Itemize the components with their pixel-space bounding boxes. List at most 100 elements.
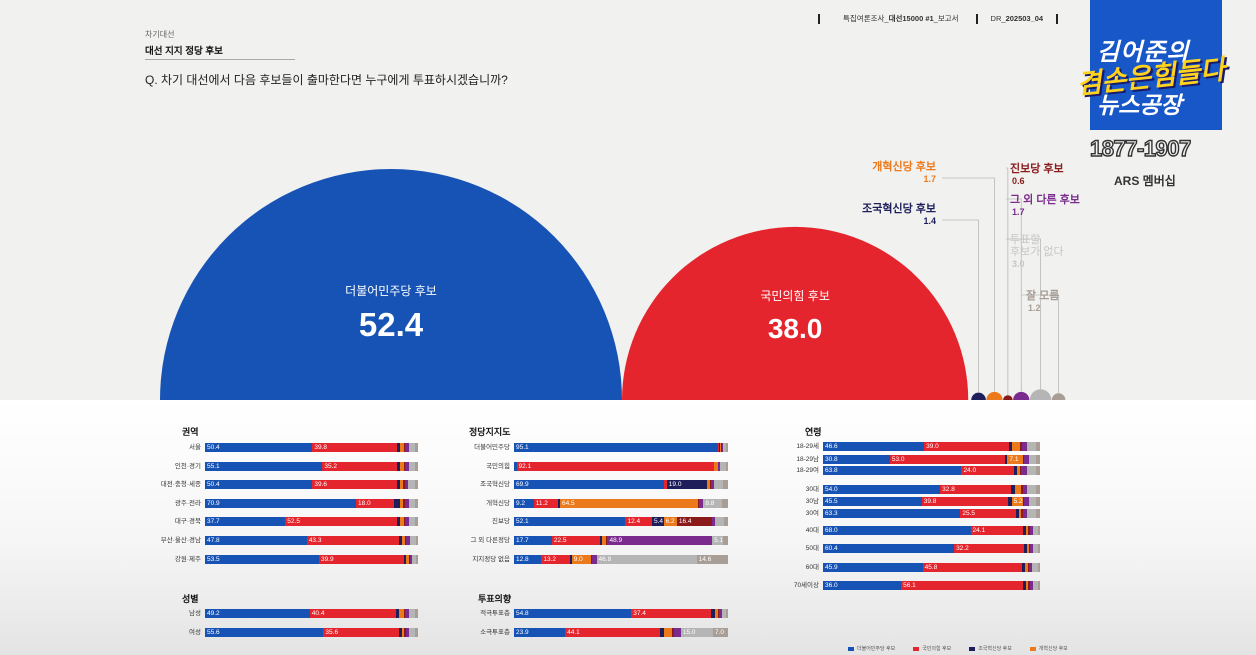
bar-segment (726, 443, 728, 452)
bar-value-label: 68.0 (825, 527, 838, 534)
bar-segment: 69.9 (514, 480, 664, 490)
bar-segment: 44.1 (565, 628, 660, 637)
bar-segment (400, 443, 404, 452)
divider (818, 13, 820, 24)
bar-segment (1011, 485, 1015, 494)
stacked-bar: 63.8 24.0 (823, 466, 1040, 475)
bar-segment (592, 554, 597, 564)
bar-segment (401, 628, 405, 637)
stacked-bar: 12.8 13.2 9.0 46.8 14.6 (514, 554, 728, 564)
bar-segment (1037, 526, 1040, 535)
bar-segment: 55.1 (205, 461, 323, 471)
bar-segment (1029, 497, 1036, 506)
bar-row: 적극투표층 54.8 37.4 (480, 609, 728, 618)
bar-value-label: 52.5 (287, 518, 300, 526)
bar-segment (1035, 485, 1040, 494)
bar-segment: 53.5 (205, 554, 319, 564)
bar-row: 여성 55.6 35.6 (189, 628, 418, 637)
row-label: 국민의힘 (486, 462, 510, 470)
bar-value-label: 45.8 (924, 564, 938, 571)
bar-segment (399, 536, 402, 545)
bar-segment: 39.6 (312, 480, 397, 490)
bar-segment (405, 536, 407, 545)
bar-segment (1021, 563, 1025, 572)
bar-segment: 50.4 (205, 443, 313, 452)
section-title: 투표의향 (478, 594, 512, 604)
bar-segment (514, 461, 517, 471)
bar-value-label: 45.5 (825, 498, 838, 505)
bar-segment (405, 461, 409, 471)
bar-value-label: 24.0 (963, 467, 977, 474)
stacked-bar: 50.4 39.6 (205, 480, 418, 490)
bar-segment (1030, 544, 1034, 553)
bar-segment (1026, 509, 1036, 518)
bar-segment: 14.6 (696, 554, 728, 564)
bar-segment (719, 609, 723, 618)
row-label: 소극투표층 (480, 629, 510, 636)
bar-segment (714, 461, 718, 471)
leader-line (942, 219, 979, 393)
bar-segment: 49.2 (205, 609, 310, 618)
bar-value-label: 70.9 (207, 499, 220, 507)
bar-segment (1032, 581, 1038, 590)
bar-segment: 30.8 (823, 455, 890, 464)
bar-segment (1037, 544, 1040, 553)
bar-value-label: 48.9 (609, 537, 623, 544)
bar-value-label: 55.1 (207, 462, 220, 470)
bar-segment (1013, 466, 1017, 475)
stacked-bar: 53.5 39.9 (205, 554, 418, 564)
bar-segment: 11.2 (533, 498, 558, 508)
bar-segment (672, 628, 675, 637)
row-label: 여성 (189, 629, 201, 636)
bar-segment (415, 628, 418, 637)
bubble-value: 1.4 (923, 216, 936, 226)
bar-segment (1011, 442, 1021, 451)
bubble-1 (160, 169, 622, 400)
bar-segment: 17.7 (514, 536, 552, 545)
bar-value-label: 12.8 (516, 555, 529, 563)
bubble-value: 0.6 (1012, 176, 1025, 186)
row-label: 부산·울산·경남 (160, 537, 201, 544)
bar-segment: 40.4 (309, 609, 396, 618)
bar-segment: 9.0 (571, 554, 591, 564)
bar-segment: 39.8 (312, 443, 398, 452)
legend-swatch (1029, 646, 1036, 651)
bar-row: 50대 60.4 32.2 (806, 544, 1040, 553)
bar-segment (717, 443, 720, 452)
bar-value-label: 12.4 (627, 518, 641, 526)
bar-segment: 35.2 (322, 461, 398, 471)
bar-value-label: 7.1 (1009, 456, 1019, 463)
bar-value-label: 18.0 (358, 499, 371, 507)
bar-segment: 5.1 (712, 536, 723, 545)
bar-segment: 92.1 (516, 461, 714, 471)
bar-row: 그 외 다른정당 17.7 22.5 48.9 5.1 (471, 536, 728, 545)
bar-segment (725, 609, 728, 618)
bubble-label: 더불어민주당 후보 (345, 284, 437, 298)
bar-segment (397, 517, 401, 527)
bar-value-label: 39.0 (926, 443, 939, 450)
page-title: 대선 지지 정당 후보 (145, 46, 223, 57)
bar-segment (713, 461, 715, 471)
leader-line (1022, 294, 1060, 394)
bar-value-label: 49.2 (207, 610, 220, 617)
bar-segment (1035, 466, 1040, 475)
bar-segment (698, 498, 700, 508)
bar-segment: 18.0 (356, 498, 395, 508)
bar-row: 부산·울산·경남 47.8 43.3 (161, 536, 418, 545)
bar-value-label: 14.6 (698, 555, 712, 563)
bar-row: 18-29세 46.6 39.0 (796, 442, 1040, 451)
bar-segment (1033, 526, 1038, 535)
bar-segment (1022, 509, 1027, 518)
bar-segment (600, 536, 603, 545)
bar-segment: 9.2 (514, 498, 534, 508)
bar-segment (591, 554, 593, 564)
bar-segment (395, 609, 400, 618)
bar-segment: 47.8 (205, 536, 307, 545)
stacked-bar: 36.0 56.1 (823, 581, 1040, 590)
bar-segment: 48.9 (607, 536, 713, 545)
bar-segment (408, 443, 415, 452)
logo-membership: ARS 멤버십 (1114, 174, 1176, 188)
stacked-bar: 70.9 18.0 (205, 498, 418, 508)
report-code-prefix: DR_202503_04 (990, 14, 1044, 23)
bar-segment (1025, 526, 1029, 535)
